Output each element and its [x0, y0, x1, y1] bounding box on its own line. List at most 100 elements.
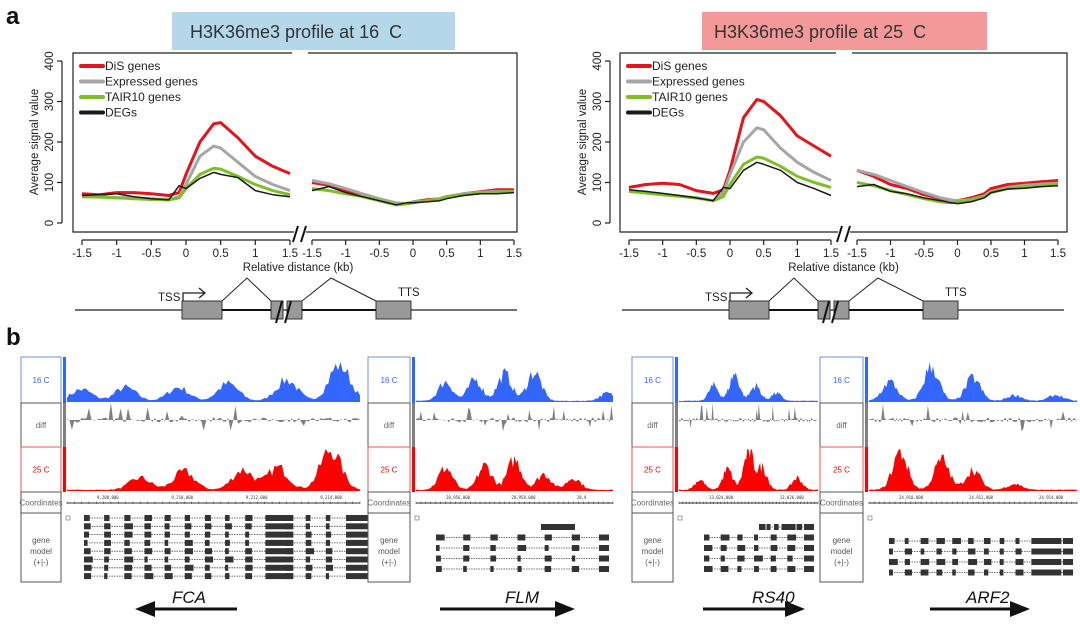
isoform-exon — [285, 573, 292, 580]
isoform-exon — [245, 556, 253, 563]
isoform-exon — [124, 531, 133, 538]
x-tick-label: -1 — [112, 248, 122, 260]
track-label-t16: 16 C — [33, 376, 50, 385]
tts-label: TTS — [945, 287, 967, 299]
isoform-exon — [787, 566, 796, 572]
axis-break-mark — [822, 300, 839, 324]
isoform-exon — [184, 548, 193, 555]
isoform-exon — [904, 548, 912, 555]
isoform-exon — [704, 566, 713, 572]
isoform-exon — [325, 564, 333, 571]
isoform-exon — [781, 524, 790, 530]
track-label-gene-model: gene — [833, 536, 851, 545]
isoform-exon — [285, 531, 289, 538]
isoform-exon — [557, 524, 562, 530]
isoform-exon — [265, 539, 294, 546]
track-label-t25: 25 C — [833, 466, 850, 475]
isoform-exon — [490, 534, 498, 541]
arrowhead-left-icon — [135, 601, 155, 617]
isoform-exon — [952, 538, 961, 544]
isoform-exon — [952, 559, 959, 565]
y-tick-label: 100 — [592, 173, 604, 192]
x-tick-label: 0 — [727, 248, 733, 260]
track-label-gene-model: gene — [32, 536, 50, 545]
isoform-exon — [124, 548, 132, 555]
isoform-exon — [571, 534, 581, 541]
track-color-bar-25c — [675, 447, 678, 492]
isoform-exon — [285, 539, 290, 546]
isoform-exon — [144, 515, 152, 521]
track-label-t25: 25 C — [381, 466, 398, 475]
coverage-track-16c — [416, 368, 613, 402]
tss-label: TSS — [705, 292, 728, 304]
isoform-exon — [1031, 548, 1062, 555]
isoform-exon — [770, 555, 776, 562]
isoform-exon — [704, 534, 710, 541]
isoform-exon — [999, 538, 1005, 544]
isoform-exon — [225, 515, 230, 521]
coordinate-label: 28,9 — [577, 495, 587, 500]
x-tick-label: 0.5 — [439, 248, 455, 260]
isoform-exon — [144, 548, 153, 555]
isoform-exon — [889, 538, 895, 544]
x-tick-label: -1.5 — [302, 248, 322, 260]
track-label-gene-model: model — [831, 547, 853, 556]
isoform-exon — [184, 539, 193, 546]
expand-toggle-icon — [414, 515, 420, 521]
y-tick-label: 200 — [44, 132, 56, 151]
tss-arrow-icon — [182, 287, 207, 301]
isoform-exon — [490, 545, 496, 551]
legend-label: Expressed genes — [652, 75, 745, 89]
series-line-degs-tts — [311, 185, 515, 206]
isoform-exon — [1047, 569, 1053, 576]
coverage-track-25c — [67, 449, 360, 491]
isoform-exon — [346, 531, 374, 538]
isoform-exon — [599, 555, 609, 562]
x-tick-label: 1 — [1021, 248, 1027, 260]
track-color-bar-25c — [412, 447, 415, 492]
track-color-bar-16c — [865, 357, 868, 403]
track-label-gene-model: gene — [380, 536, 398, 545]
x-tick-label: -0.5 — [914, 248, 934, 260]
axis-break-mark — [836, 225, 851, 243]
isoform-exon — [305, 531, 312, 538]
isoform-exon — [305, 556, 311, 563]
isoform-exon — [104, 564, 109, 571]
isoform-exon — [1063, 548, 1073, 555]
isoform-exon — [325, 573, 329, 580]
y-tick-label: 0 — [44, 220, 56, 226]
legend-label: TAIR10 genes — [105, 90, 181, 104]
coverage-track-25c — [869, 449, 1077, 491]
isoform-exon — [770, 545, 778, 551]
x-tick-label: 0 — [410, 248, 416, 260]
isoform-exon — [463, 534, 471, 541]
isoform-exon — [936, 569, 943, 576]
x-tick-label: -1 — [658, 248, 668, 260]
tss-arrow-icon — [729, 287, 754, 301]
isoform-exon — [517, 566, 522, 572]
track-label-box-diff — [367, 402, 411, 448]
isoform-exon — [225, 531, 229, 538]
isoform-exon — [904, 569, 912, 576]
isoform-exon — [184, 573, 192, 580]
isoform-exon — [204, 523, 212, 530]
isoform-exon — [544, 555, 552, 562]
isoform-exon — [517, 534, 526, 541]
x-axis-label: Relative distance (kb) — [788, 262, 899, 274]
y-tick-label: 400 — [44, 51, 56, 70]
isoform-exon — [184, 523, 192, 530]
coordinate-label: 28,958,000 — [511, 495, 536, 500]
isoform-exon — [436, 555, 441, 562]
plot-frame — [72, 52, 518, 233]
isoform-exon — [553, 524, 561, 530]
isoform-exon — [325, 515, 331, 521]
isoform-exon — [124, 556, 134, 563]
track-label-diff: diff — [836, 421, 847, 430]
isoform-exon — [245, 564, 253, 571]
isoform-exon — [225, 556, 234, 563]
isoform-exon — [346, 564, 374, 571]
expand-toggle-icon — [867, 515, 873, 521]
isoform-exon — [84, 523, 91, 530]
legend-label: DiS genes — [105, 59, 160, 73]
